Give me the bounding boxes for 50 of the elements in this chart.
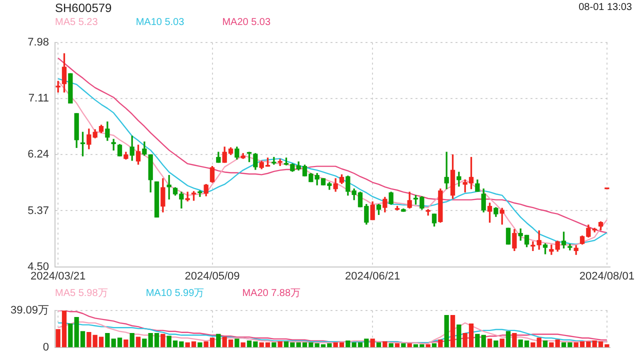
text: MA5 5.23 [55, 17, 98, 29]
text: MA20 7.88万 [242, 288, 301, 300]
x-tick-label: 2024/05/09 [184, 270, 240, 282]
bar [494, 340, 498, 348]
bar [346, 340, 350, 348]
bar [555, 340, 560, 348]
y-tick-label: 39.09万 [10, 304, 49, 317]
text: MA5 5.98万 [55, 288, 108, 300]
bar [124, 340, 128, 348]
bar [456, 324, 462, 348]
x-tick-label: 2024/06/21 [345, 270, 400, 282]
bar [382, 341, 388, 348]
bar [278, 341, 282, 348]
bar [130, 332, 134, 348]
x-tick-label: 2024/08/01 [579, 270, 634, 282]
y-tick-label: 0 [42, 341, 49, 354]
bar [536, 338, 542, 348]
bar [370, 338, 375, 348]
bar [450, 315, 456, 348]
y-tick-label: 5.37 [28, 204, 49, 217]
bar [542, 340, 548, 348]
candlestick [68, 73, 73, 104]
bar [216, 334, 221, 348]
text: MA10 5.03 [136, 17, 184, 29]
bar [68, 324, 73, 348]
text: MA10 5.99万 [146, 288, 204, 300]
bar [234, 338, 240, 348]
chart-title: SH600579 [55, 1, 112, 15]
bar [500, 338, 504, 348]
bar [160, 334, 166, 348]
x-tick-label: 2024/03/21 [30, 270, 86, 282]
bar [444, 315, 449, 348]
bar [438, 340, 443, 348]
bar [506, 331, 511, 348]
bar [136, 336, 141, 348]
bar [86, 332, 92, 348]
bar [512, 332, 517, 348]
bar [475, 334, 480, 348]
bar [142, 338, 147, 348]
bar [481, 334, 486, 348]
y-tick-label: 7.11 [28, 92, 49, 105]
y-tick-label: 7.98 [28, 36, 49, 49]
y-tick-label: 6.24 [28, 148, 49, 161]
bar [426, 344, 430, 348]
candlestick [154, 181, 160, 218]
text: 08-01 13:03 [578, 2, 632, 14]
bar [487, 338, 492, 348]
y-tick-label: 4.50 [28, 260, 49, 273]
text: MA20 5.03 [222, 17, 271, 29]
bar [105, 332, 110, 348]
